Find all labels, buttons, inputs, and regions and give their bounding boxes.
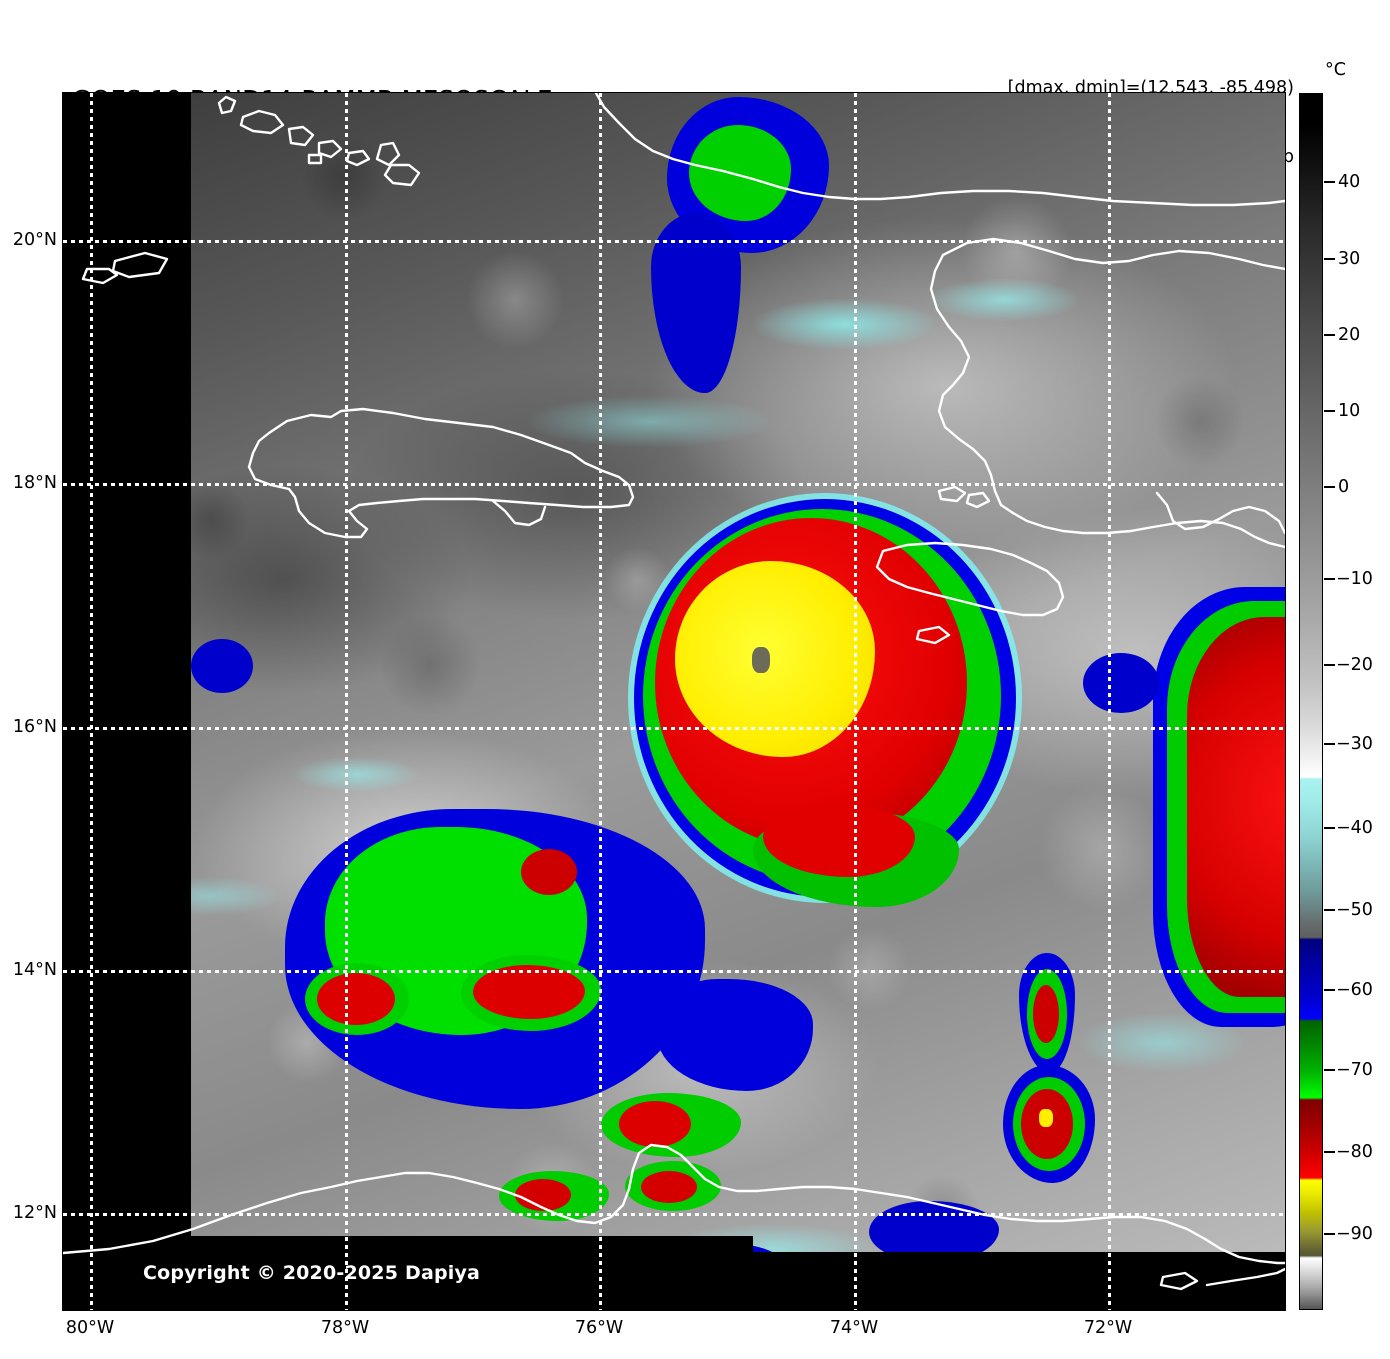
lat-tick-20N: 20°N [12,230,57,250]
colorbar-tick-20: 20 [1338,325,1361,345]
colorbar-tick-0: 0 [1338,477,1350,497]
sw-cell-south-c-core [641,1171,697,1203]
copyright-label: Copyright © 2020-2025 Dapiya [143,1262,481,1284]
cdo-yellow-core [675,561,875,757]
coastline-sa-islet [1159,1271,1199,1291]
coastline-cay-8 [383,163,421,187]
coastline-guajira [1205,1267,1285,1287]
blue-patch-west [191,639,253,693]
coastline-jamaica-inlet [491,499,547,527]
sw-cell-south-b-core [515,1179,571,1211]
colorbar-tick-40: 40 [1338,172,1361,192]
coastline-hispaniola-islet-b [965,491,991,509]
colorbar-dash-m90 [1324,1233,1335,1235]
colorbar-dash-40 [1324,181,1335,183]
temperature-colorbar[interactable] [1299,93,1323,1310]
coastline-hispaniola-islet-a [937,485,967,503]
coastline-cay-7 [375,141,401,167]
coastline-cay-5 [345,149,371,167]
colorbar-gradient [1300,94,1322,1309]
coastline-hispaniola-west [929,253,1015,515]
lat-tick-16N: 16°N [12,717,57,737]
lat-tick-12N: 12°N [12,1203,57,1223]
colorbar-tick-30: 30 [1338,249,1361,269]
colorbar-dash-30 [1324,258,1335,260]
coastline-cuba [594,93,1285,207]
colorbar-tick-m30: −30 [1336,734,1373,754]
colorbar-tick-m40: −40 [1336,818,1373,838]
cuba-green-core [689,125,791,221]
lat-tick-18N: 18°N [12,473,57,493]
lon-tick-72W: 72°W [1083,1318,1133,1338]
colorbar-tick-10: 10 [1338,401,1361,421]
colorbar-tick-m70: −70 [1336,1060,1373,1080]
lon-tick-74W: 74°W [829,1318,879,1338]
hisp-cell-b-yellow [1039,1109,1053,1127]
sw-red-core-west [317,973,395,1025]
colorbar-tick-m20: −20 [1336,655,1373,675]
cdo-eye-warm-spot [752,647,770,673]
sw-cell-south-a-core [619,1101,691,1147]
lat-tick-14N: 14°N [12,960,57,980]
coastline-cay-1 [217,95,237,115]
sw-red-cell-north [521,849,577,895]
satellite-image-plot[interactable]: Copyright © 2020-2025 Dapiya [63,93,1285,1310]
gridline-lat-18N [63,483,1285,486]
gridline-lat-12N [63,1213,1285,1216]
colorbar-dash-m20 [1324,664,1335,666]
colorbar-dash-m50 [1324,909,1335,911]
hisp-cell-a-red [1033,985,1059,1043]
gridline-lat-16N [63,727,1285,730]
coastline-hispaniola-south [1011,511,1285,549]
coastline-cay-10 [111,251,169,279]
sw-blue-patch-east [657,979,813,1091]
coastline-cay-6 [307,153,323,165]
blue-patch-east-mid [1083,653,1159,713]
gridline-lon-76W [599,93,602,1310]
colorbar-tick-m10: −10 [1336,569,1373,589]
colorbar-dash-m80 [1324,1151,1335,1153]
coastline-hispaniola-islet-c [915,625,951,645]
coastline-south-america [63,1143,1285,1265]
colorbar-dash-m10 [1324,578,1335,580]
colorbar-dash-0 [1324,486,1335,488]
cdo-southern-red-core [763,805,915,877]
colorbar-tick-m80: −80 [1336,1142,1373,1162]
lon-tick-80W: 80°W [65,1318,115,1338]
gridline-lon-74W [854,93,857,1310]
colorbar-dash-10 [1324,410,1335,412]
colorbar-dash-m70 [1324,1069,1335,1071]
gridline-lat-14N [63,970,1285,973]
coastline-cay-9 [81,267,119,285]
colorbar-units-label: °C [1325,60,1346,80]
nodata-region-bottom [63,1252,1285,1310]
colorbar-dash-20 [1324,334,1335,336]
nodata-region-left [63,93,191,1310]
coastline-hispaniola-north [941,237,1285,271]
coastline-dr-east [1155,491,1285,535]
colorbar-tick-m60: −60 [1336,980,1373,1000]
colorbar-dash-m30 [1324,743,1335,745]
sw-red-core-center [473,965,585,1019]
gridline-lon-80W [90,93,93,1310]
colorbar-dash-m60 [1324,989,1335,991]
gridline-lat-20N [63,240,1285,243]
coastline-cay-2 [239,109,285,135]
coastline-jamaica [247,407,635,539]
lon-tick-78W: 78°W [320,1318,370,1338]
nodata-region-bottom-left [63,1236,753,1252]
colorbar-tick-m90: −90 [1336,1224,1373,1244]
coastline-overlay [63,93,1285,1291]
coastline-cay-4 [317,139,343,159]
colorbar-tick-m50: −50 [1336,900,1373,920]
lon-tick-76W: 76°W [574,1318,624,1338]
colorbar-dash-m40 [1324,827,1335,829]
gridline-lon-72W [1108,93,1111,1310]
east-red-core [1187,617,1285,997]
gridline-lon-78W [345,93,348,1310]
coastline-hispaniola-sw-peninsula [875,541,1065,617]
coastline-cay-3 [287,125,315,147]
